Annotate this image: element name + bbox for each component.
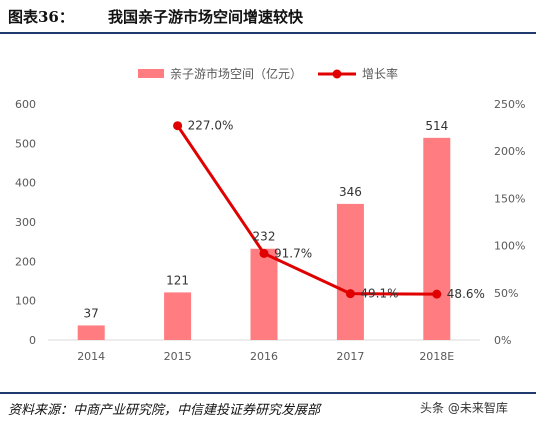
bar-value-label: 346	[339, 185, 362, 199]
watermark: 头条 @未来智库	[420, 399, 508, 416]
footer-divider	[0, 392, 536, 394]
line-point	[432, 289, 442, 299]
bar	[77, 325, 105, 340]
x-tick-label: 2018E	[419, 350, 454, 363]
left-tick-label: 600	[15, 98, 36, 111]
right-tick-label: 150%	[494, 192, 525, 205]
bar	[336, 203, 364, 340]
bar-value-label: 514	[425, 119, 448, 133]
figure-label: 图表36：	[8, 8, 74, 26]
right-tick-label: 100%	[494, 240, 525, 253]
x-tick-label: 2014	[77, 350, 105, 363]
bar-value-label: 37	[84, 306, 99, 320]
line-value-label: 48.6%	[447, 287, 485, 301]
left-tick-label: 500	[15, 137, 36, 150]
bar	[423, 137, 451, 340]
x-tick-label: 2015	[164, 350, 192, 363]
line-point	[259, 248, 269, 258]
left-axis: 0 100 200 300 400 500 600	[15, 98, 36, 347]
right-tick-label: 200%	[494, 145, 525, 158]
left-tick-label: 400	[15, 177, 36, 190]
x-axis: 2014 2015 2016 2017 2018E	[48, 339, 480, 363]
legend-label-bar: 亲子游市场空间（亿元）	[170, 66, 302, 81]
legend-swatch-marker	[332, 69, 342, 79]
bar-series	[77, 137, 451, 340]
legend-swatch-bar	[138, 69, 164, 78]
data-labels: 37 121 232 346 514 227.0% 91.7% 49.1% 48.6%	[84, 119, 485, 321]
chart-legend: 亲子游市场空间（亿元） 增长率	[138, 66, 398, 81]
legend-label-line: 增长率	[362, 66, 398, 81]
x-tick-label: 2016	[250, 350, 278, 363]
line-value-label: 49.1%	[360, 287, 398, 301]
bar	[250, 248, 278, 340]
right-axis: 0% 50% 100% 150% 200% 250%	[494, 98, 525, 347]
bar-value-label: 232	[253, 230, 276, 244]
x-tick-label: 2017	[336, 350, 364, 363]
left-tick-label: 200	[15, 255, 36, 268]
line-series	[173, 121, 442, 299]
figure-header: 图表36： 我国亲子游市场空间增速较快	[0, 0, 536, 34]
right-tick-label: 50%	[494, 287, 518, 300]
line-point	[345, 289, 355, 299]
source-note: 资料来源：中商产业研究院，中信建投证券研究发展部	[8, 403, 321, 418]
growth-line	[176, 124, 437, 296]
left-tick-label: 100	[15, 295, 36, 308]
bar	[164, 292, 192, 340]
bar-value-label: 121	[166, 273, 189, 287]
figure-title: 我国亲子游市场空间增速较快	[108, 8, 304, 26]
right-tick-label: 250%	[494, 98, 525, 111]
right-tick-label: 0%	[494, 334, 511, 347]
line-value-label: 91.7%	[274, 246, 312, 260]
line-point	[173, 121, 183, 131]
combo-chart: 亲子游市场空间（亿元） 增长率 0 100 200 300 400 500 600 0% 50%…	[15, 66, 525, 363]
left-tick-label: 0	[29, 334, 36, 347]
left-tick-label: 300	[15, 216, 36, 229]
line-value-label: 227.0%	[188, 119, 234, 133]
